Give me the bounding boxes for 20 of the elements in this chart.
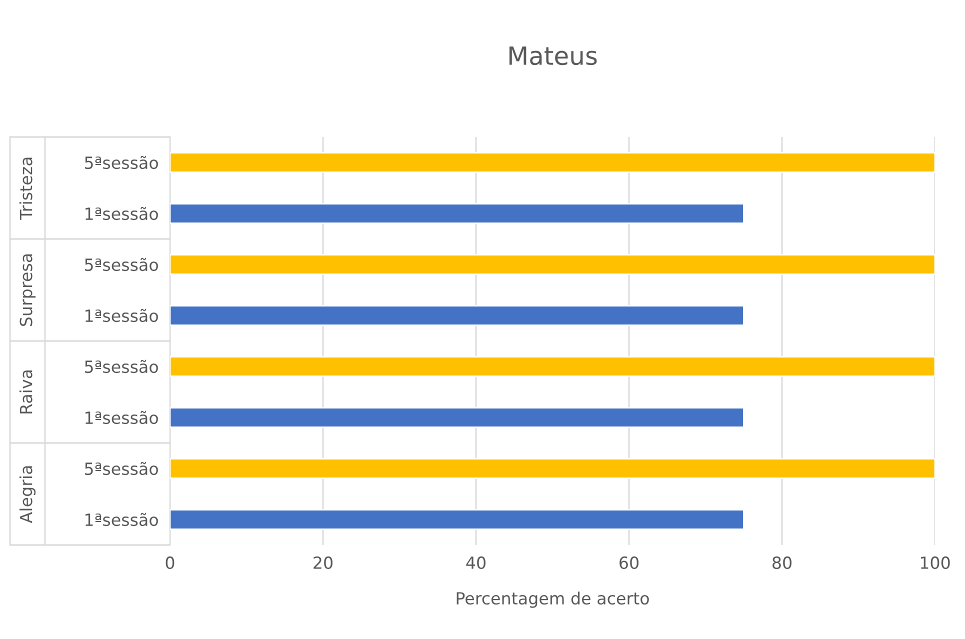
text: Raiva (19, 370, 32, 414)
y-tick-label: 1ªsessão (86, 308, 158, 322)
y-tick-label: 5ªsessão (85, 156, 158, 170)
y-tick-label: 1ªsessão (86, 512, 158, 526)
x-tick-label: 60 (620, 556, 638, 570)
text: Alegria (19, 466, 36, 524)
y-tick-label: 5ªsessão (85, 360, 158, 374)
y-tick-label: 5ªsessão (85, 462, 158, 476)
x-tick-label: 0 (166, 556, 174, 570)
x-tick-label: 40 (466, 556, 486, 570)
text: Tristeza (19, 158, 32, 220)
x-tick-label: 20 (314, 556, 332, 570)
chart-title: Mateus (509, 46, 597, 66)
y-tick-label: 5ªsessão (85, 258, 158, 272)
y-tick-label: 1ªsessão (86, 410, 158, 424)
text: Surpresa (20, 254, 36, 326)
x-axis-title: Percentagem de acerto (456, 592, 649, 608)
x-tick-label: 80 (772, 556, 792, 570)
y-tick-label: 1ªsessão (86, 206, 158, 220)
x-tick-label: 100 (920, 556, 950, 570)
